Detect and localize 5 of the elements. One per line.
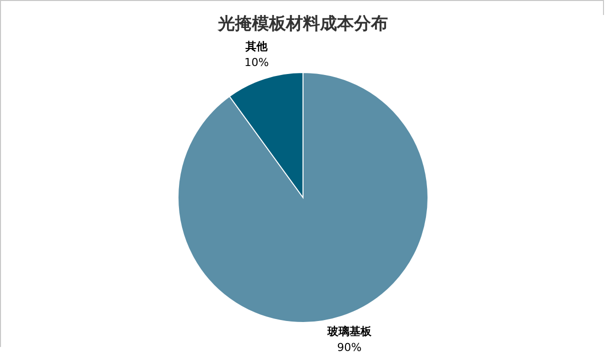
data-label: 10% <box>244 56 269 69</box>
data-label: 90% <box>337 341 362 354</box>
slice-label: 其他 <box>244 40 269 53</box>
pie-slice <box>178 72 428 323</box>
slice-label: 玻璃基板 <box>326 325 372 338</box>
